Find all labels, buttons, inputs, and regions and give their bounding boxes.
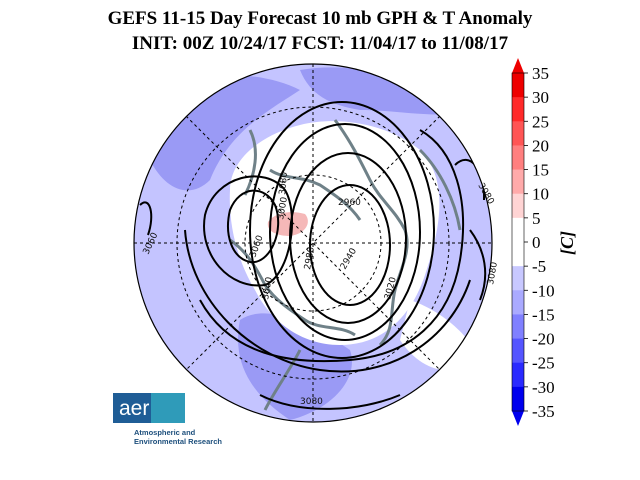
colorbar-segment (512, 145, 524, 170)
contour-3040 (199, 129, 464, 363)
colorbar-tick-label: 30 (532, 88, 549, 107)
colorbar-unit-label: [C] (557, 231, 577, 255)
colorbar-tick-label: -10 (532, 281, 555, 300)
colorbar-tick-label: -25 (532, 354, 555, 373)
colorbar-top-arrow (512, 58, 524, 73)
logo-name-line-1: Atmospheric and (134, 428, 196, 437)
contour-3020-west (203, 175, 293, 287)
colorbar-segment (512, 193, 524, 219)
contour-3060-edge (139, 201, 153, 236)
logo-mark: aer (119, 397, 149, 420)
colorbar-tick-label: 35 (532, 64, 549, 83)
colorbar-segment (512, 121, 524, 146)
colorbar-tick-label: -15 (532, 305, 555, 324)
contour-label: 3000 (276, 196, 290, 221)
colorbar-segment (512, 314, 524, 339)
colorbar-segment (512, 266, 524, 291)
colorbar-segment (512, 73, 524, 98)
colorbar-tick-label: -5 (532, 257, 546, 276)
colorbar: 35 30 25 20 15 10 5 0 -5 -10 -15 -20 -25 -30 -35 [C] (511, 58, 577, 426)
contour-label: 3080 (278, 171, 290, 195)
colorbar-tick-label: -30 (532, 378, 555, 397)
colorbar-segment (512, 338, 524, 364)
colorbar-segment (512, 169, 524, 195)
contour-3080-s (259, 394, 401, 410)
chart-subtitle: INIT: 00Z 10/24/17 FCST: 11/04/17 to 11/… (131, 33, 509, 54)
colorbar-tick-label: 15 (532, 161, 549, 180)
coastline-greenland (269, 168, 362, 221)
contour-3000 (249, 101, 435, 359)
coastline-south (263, 349, 302, 411)
graticule (134, 64, 492, 422)
colorbar-segment (512, 97, 524, 122)
colorbar-bottom-arrow (512, 411, 524, 426)
colorbar-segment (512, 362, 524, 388)
contour-3060 (184, 229, 471, 373)
logo-organization-name: Atmospheric and Environmental Research (134, 428, 222, 446)
colorbar-tick-label: 0 (532, 233, 541, 252)
colorbar-segment (512, 217, 524, 243)
contour-3000-west (227, 189, 280, 264)
contour-label: 3080 (300, 397, 323, 407)
chart-title: GEFS 11-15 Day Forecast 10 mb GPH & T An… (107, 8, 533, 29)
colorbar-tick-label: 25 (532, 112, 549, 131)
colorbar-ticks: 35 30 25 20 15 10 5 0 -5 -10 -15 -20 -25 -30 -35 (524, 64, 555, 421)
contour-2940 (309, 184, 391, 306)
colorbar-segment (512, 386, 524, 412)
gph-contours (139, 101, 487, 410)
contour-label: 2960 (338, 198, 361, 208)
coastline-north-america (229, 238, 356, 337)
map-boundary (133, 63, 493, 423)
colorbar-tick-label: -20 (532, 330, 555, 349)
colorbar-tick-label: 20 (532, 136, 549, 155)
coastline-alaska (243, 129, 257, 196)
colorbar-tick-label: -35 (532, 402, 555, 421)
aer-logo: aer (113, 393, 185, 423)
contour-label: 2980 (303, 246, 317, 271)
contour-label: 3080 (486, 261, 500, 286)
colorbar-tick-label: 5 (532, 209, 541, 228)
logo-name-line-2: Environmental Research (134, 437, 222, 446)
colorbar-segment (512, 290, 524, 315)
contour-3080-e (469, 229, 487, 301)
colorbar-segment (512, 242, 524, 267)
colorbar-tick-label: 10 (532, 185, 549, 204)
colorbar-segments (512, 73, 524, 412)
coastline-east (418, 148, 462, 231)
contour-2980 (269, 123, 421, 341)
contour-label: 3040 (261, 276, 275, 301)
